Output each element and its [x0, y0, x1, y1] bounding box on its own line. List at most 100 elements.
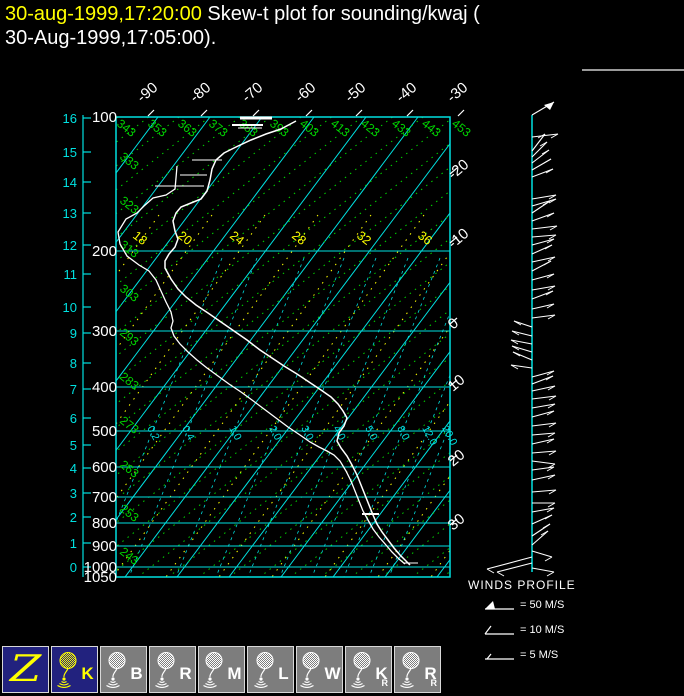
toolbar-button-label: M [227, 664, 242, 683]
wind-barb [510, 364, 533, 369]
wind-barb [486, 556, 533, 570]
svg-text:3: 3 [70, 486, 77, 501]
svg-text:1: 1 [70, 536, 77, 551]
svg-text:1050: 1050 [84, 569, 117, 586]
wind-barb [496, 562, 533, 573]
svg-text:0: 0 [70, 560, 77, 575]
wind-barb [531, 194, 557, 200]
toolbar-button-label: W [324, 664, 341, 683]
balloon-sounding-icon [351, 651, 371, 688]
svg-text:6: 6 [70, 411, 77, 426]
toolbar-button-w[interactable]: W [296, 646, 343, 693]
wind-barb-half-icon [485, 653, 514, 660]
wind-profile [486, 101, 559, 577]
toolbar-button-logo[interactable]: Z [2, 646, 49, 693]
toolbar-button-label: R [424, 664, 437, 683]
svg-text:4: 4 [70, 461, 77, 476]
winds-legend-item: = 10 M/S [482, 618, 576, 642]
svg-text:12.0: 12.0 [419, 424, 439, 448]
svg-text:5.0: 5.0 [362, 424, 380, 443]
balloon-sounding-icon [254, 651, 274, 688]
moist-adiabat-labels: 18 20 24 28 32 36 [130, 228, 435, 248]
winds-legend-label: = 50 M/S [520, 599, 565, 611]
svg-text:10: 10 [445, 371, 469, 395]
svg-text:36: 36 [415, 228, 435, 248]
wind-barb [511, 330, 533, 337]
svg-text:100: 100 [92, 109, 117, 126]
svg-text:343: 343 [114, 116, 139, 140]
toolbar-button-b[interactable]: B [100, 646, 147, 693]
wind-barb [531, 422, 557, 427]
svg-text:-70: -70 [239, 79, 267, 106]
svg-text:20: 20 [175, 228, 195, 248]
wind-barb-flag-icon [485, 601, 514, 610]
svg-text:0: 0 [445, 315, 462, 333]
winds-legend-label: = 10 M/S [520, 624, 565, 636]
wind-barb [531, 403, 556, 409]
toolbar-button-r[interactable]: R [149, 646, 196, 693]
svg-text:5: 5 [70, 438, 77, 453]
wind-barb [531, 314, 556, 319]
svg-text:11: 11 [64, 267, 78, 282]
toolbar-button-label: K [81, 664, 94, 683]
wind-barb [531, 256, 556, 263]
svg-text:393: 393 [267, 116, 292, 140]
svg-text:-10: -10 [445, 225, 473, 252]
svg-text:-80: -80 [187, 79, 215, 106]
wind-barb [531, 290, 554, 300]
wind-barb [531, 385, 556, 392]
wind-barb [511, 345, 533, 353]
plot-title: 30-aug-1999,17:20:00 Skew-t plot for sou… [5, 2, 480, 50]
title-text: Skew-t plot for sounding/kwaj ( [201, 3, 480, 25]
svg-text:18: 18 [130, 228, 150, 248]
winds-legend-item: = 5 M/S [482, 643, 576, 667]
svg-text:403: 403 [297, 116, 322, 140]
svg-text:-20: -20 [445, 156, 473, 183]
winds-legend-items: = 50 M/S = 10 M/S = 5 M/S [468, 593, 576, 667]
svg-text:7: 7 [70, 382, 77, 397]
svg-text:1000: 1000 [84, 559, 117, 576]
svg-text:30: 30 [445, 510, 469, 534]
balloon-sounding-icon [155, 651, 175, 688]
winds-profile-legend: WINDS PROFILE = 50 M/S = 10 M/S = 5 M/S [468, 578, 576, 667]
toolbar-button-m[interactable]: M [198, 646, 245, 693]
balloon-sounding-icon [203, 651, 223, 688]
svg-text:333: 333 [117, 149, 142, 173]
svg-text:800: 800 [92, 515, 117, 532]
svg-text:353: 353 [145, 116, 170, 140]
balloon-sounding-icon [300, 651, 320, 688]
svg-text:363: 363 [175, 116, 200, 140]
svg-text:12: 12 [63, 238, 77, 253]
wind-barb [531, 550, 553, 558]
wind-barb [531, 133, 546, 152]
wind-barb-flag [544, 102, 554, 110]
svg-text:1.0: 1.0 [226, 424, 244, 443]
toolbar-button-l[interactable]: L [247, 646, 294, 693]
wind-barb [531, 238, 555, 246]
toolbar-button-k[interactable]: K [51, 646, 98, 693]
wind-barb-full-icon [484, 625, 514, 635]
wind-barb [531, 489, 557, 493]
svg-text:-60: -60 [292, 79, 320, 106]
wind-barb [531, 133, 559, 138]
plot-border [115, 116, 451, 578]
balloon-sounding-icon [57, 651, 77, 688]
svg-text:443: 443 [419, 116, 444, 140]
svg-text:16: 16 [63, 111, 77, 126]
wind-barb [531, 273, 555, 281]
svg-text:423: 423 [358, 116, 383, 140]
svg-text:700: 700 [92, 489, 117, 506]
svg-text:263: 263 [117, 457, 142, 481]
dewpoint-trace [117, 165, 406, 565]
balloon-sounding-icon [400, 651, 420, 688]
wind-barb [531, 438, 555, 445]
wind-barb [531, 141, 548, 158]
svg-text:32: 32 [354, 228, 374, 248]
svg-text:2: 2 [70, 510, 77, 525]
temperature-top-labels: -90 -80 -70 -60 -50 -40 -30 [134, 79, 471, 117]
